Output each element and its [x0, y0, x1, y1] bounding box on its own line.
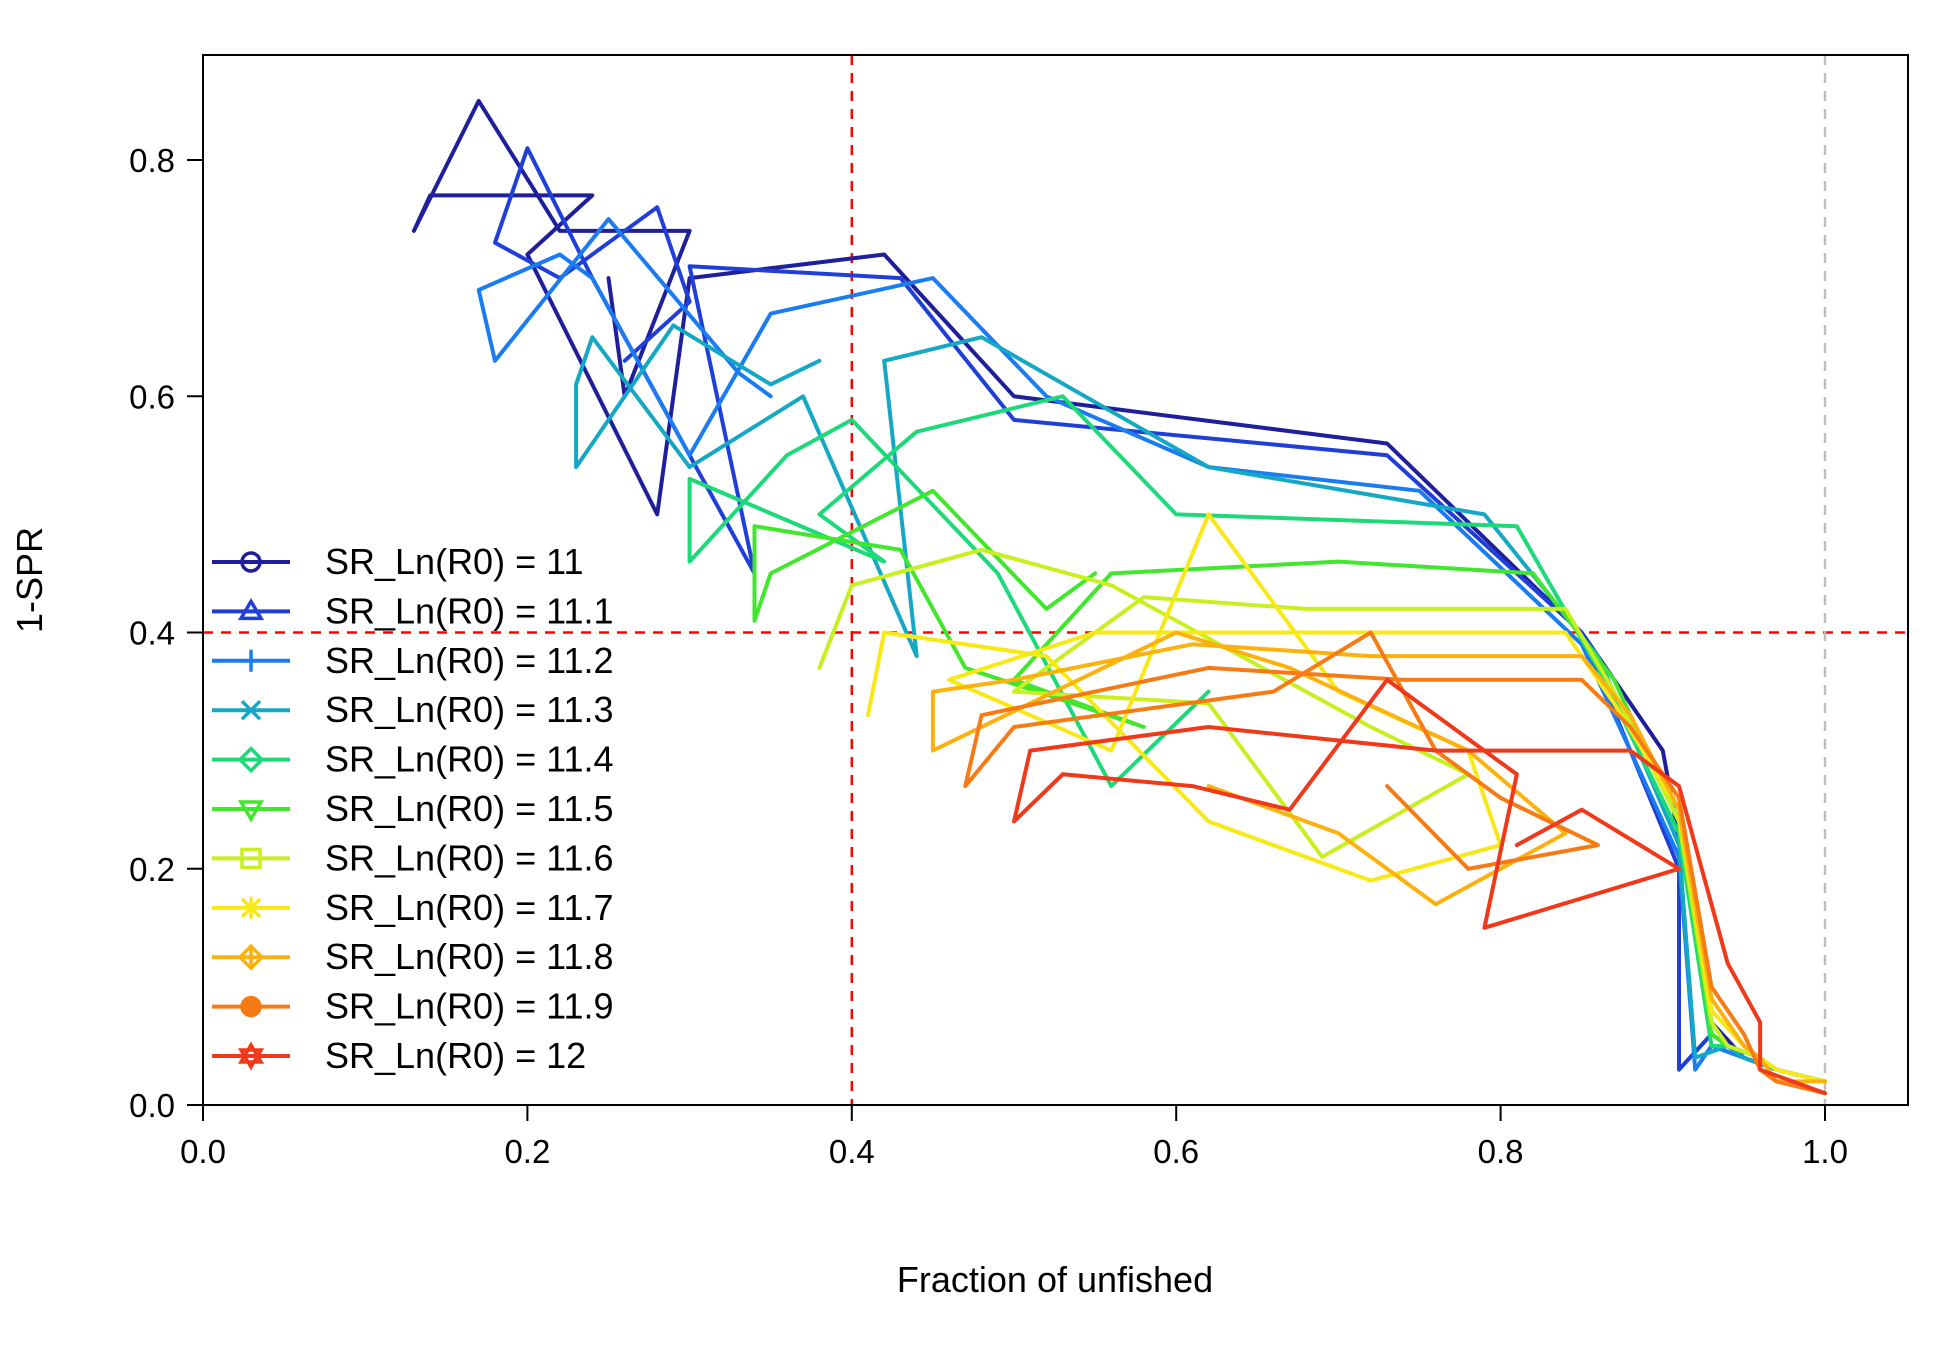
legend-item-4: SR_Ln(R0) = 11.4 [212, 739, 614, 780]
legend-item-8: SR_Ln(R0) = 11.8 [212, 936, 614, 977]
legend-label: SR_Ln(R0) = 11.5 [325, 788, 614, 829]
legend-marker-diamond [237, 746, 265, 774]
legend-marker-plus [240, 649, 262, 672]
legend-label: SR_Ln(R0) = 11.7 [325, 887, 614, 928]
legend-marker-star-of-david [237, 1048, 265, 1071]
x-axis-label: Fraction of unfished [897, 1259, 1213, 1300]
series-line-9 [963, 630, 1827, 1096]
legend-marker-square [240, 847, 262, 870]
series-line-10 [1012, 677, 1827, 1096]
series-layer [411, 98, 1827, 1096]
x-tick-label: 0.0 [180, 1133, 226, 1170]
legend-label: SR_Ln(R0) = 12 [325, 1035, 586, 1076]
x-tick-label: 0.6 [1153, 1133, 1199, 1170]
legend-item-3: SR_Ln(R0) = 11.3 [212, 689, 614, 730]
y-tick-label: 0.0 [129, 1087, 175, 1124]
y-tick-label: 0.4 [129, 615, 175, 652]
legend-marker-triangle [237, 597, 265, 621]
x-tick-label: 1.0 [1802, 1133, 1848, 1170]
y-tick-label: 0.6 [129, 378, 175, 415]
legend-item-6: SR_Ln(R0) = 11.6 [212, 837, 614, 878]
legend-label: SR_Ln(R0) = 11.1 [325, 590, 614, 631]
legend: SR_Ln(R0) = 11 SR_Ln(R0) = 11.1 SR_Ln(R0) … [212, 541, 614, 1076]
legend-marker-star-of-david [237, 1041, 265, 1064]
series-line-6 [817, 547, 1827, 1084]
legend-item-2: SR_Ln(R0) = 11.2 [212, 640, 614, 681]
y-tick-label: 0.2 [129, 851, 175, 888]
legend-label: SR_Ln(R0) = 11.4 [325, 739, 614, 780]
x-tick-label: 0.4 [829, 1133, 875, 1170]
legend-label: SR_Ln(R0) = 11.3 [325, 689, 614, 730]
legend-item-10: SR_Ln(R0) = 12 [212, 1035, 586, 1076]
series-line-7 [866, 512, 1827, 1084]
legend-marker-asterisk [240, 896, 262, 919]
legend-item-0: SR_Ln(R0) = 11 [212, 541, 583, 582]
legend-label: SR_Ln(R0) = 11.9 [325, 986, 614, 1027]
legend-marker-x [240, 699, 262, 721]
series-line-1 [493, 146, 1827, 1084]
series-line-2 [476, 217, 1827, 1084]
legend-marker-triangle-down [237, 800, 265, 823]
legend-label: SR_Ln(R0) = 11.2 [325, 640, 614, 681]
legend-item-7: SR_Ln(R0) = 11.7 [212, 887, 614, 928]
legend-marker-diamond-plus [240, 946, 262, 969]
x-tick-label: 0.8 [1478, 1133, 1524, 1170]
legend-item-1: SR_Ln(R0) = 11.1 [212, 590, 614, 631]
legend-label: SR_Ln(R0) = 11.6 [325, 837, 614, 878]
x-tick-label: 0.2 [504, 1133, 550, 1170]
legend-label: SR_Ln(R0) = 11 [325, 541, 583, 582]
legend-label: SR_Ln(R0) = 11.8 [325, 936, 614, 977]
y-axis-label: 1-SPR [9, 527, 50, 633]
y-tick-label: 0.8 [129, 142, 175, 179]
legend-item-9: SR_Ln(R0) = 11.9 [212, 986, 614, 1027]
y-axis: 0.0 0.2 0.4 0.6 0.8 [129, 142, 204, 1124]
legend-item-5: SR_Ln(R0) = 11.5 [212, 788, 614, 829]
legend-marker-circle-filled [240, 995, 262, 1018]
x-axis: 0.0 0.2 0.4 0.6 0.8 1.0 [180, 1104, 1848, 1170]
legend-marker-circle [240, 551, 262, 573]
